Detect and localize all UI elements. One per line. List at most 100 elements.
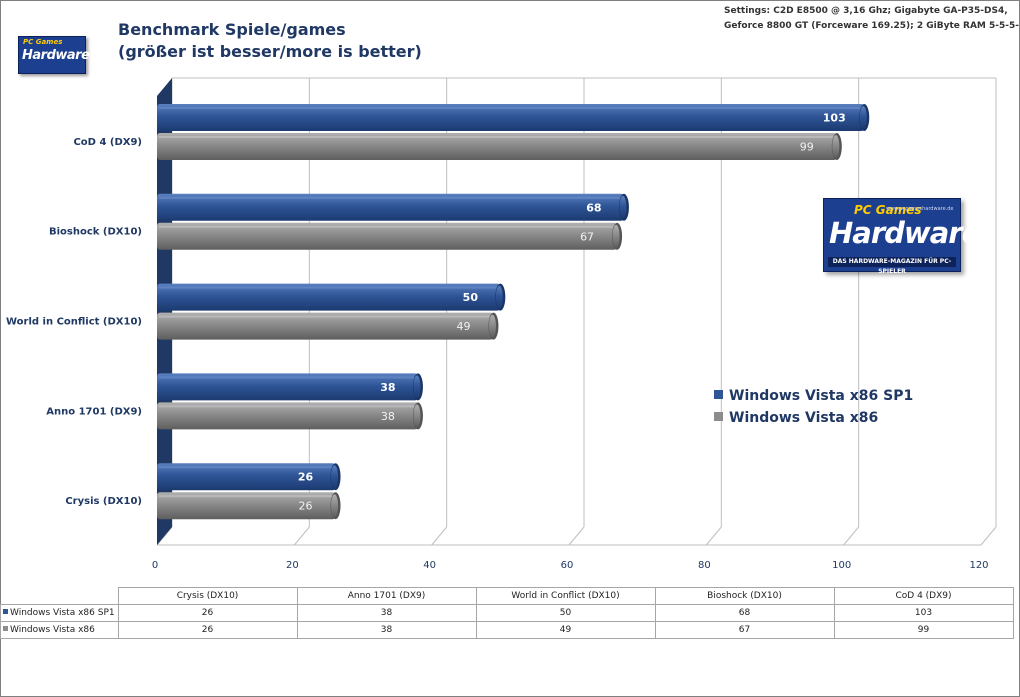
table-header-cell: Anno 1701 (DX9) bbox=[296, 587, 477, 605]
table-cell: 49 bbox=[475, 621, 656, 639]
y-category-label: CoD 4 (DX9) bbox=[73, 137, 142, 148]
logo-large-url: www.pcgameshardware.de bbox=[886, 206, 954, 212]
table-corner bbox=[0, 587, 119, 605]
bar-highlight-series-1 bbox=[159, 466, 332, 469]
pcgh-logo-large: PC Games www.pcgameshardware.de Hardware… bbox=[823, 198, 981, 275]
settings-line-2: Geforce 8800 GT (Forceware 169.25); 2 Gi… bbox=[724, 21, 1020, 31]
table-swatch-series-1 bbox=[3, 609, 8, 614]
bar-series-2 bbox=[157, 222, 618, 250]
logo-large-pcgames: PC Games bbox=[854, 203, 922, 217]
table-cell: 50 bbox=[475, 604, 656, 622]
x-tick-label: 100 bbox=[832, 560, 851, 571]
table-row-label-text: Windows Vista x86 SP1 bbox=[10, 608, 115, 618]
gridline-floor bbox=[980, 526, 997, 546]
legend-item-series-2: Windows Vista x86 bbox=[714, 410, 878, 426]
bar-series-2 bbox=[157, 312, 494, 340]
bar-highlight-series-2 bbox=[159, 315, 490, 318]
settings-line-1: Settings: C2D E8500 @ 3,16 Ghz; Gigabyte… bbox=[724, 6, 1008, 16]
bar-cap-face-series-1 bbox=[495, 285, 503, 309]
table-cell: 68 bbox=[654, 604, 835, 622]
legend-swatch-series-2 bbox=[714, 412, 723, 421]
y-category-label: World in Conflict (DX10) bbox=[6, 317, 142, 328]
gridline-floor bbox=[705, 526, 722, 546]
table-row-label: Windows Vista x86 SP1 bbox=[0, 604, 119, 622]
bar-series-1 bbox=[157, 193, 624, 221]
bar-cap-face-series-1 bbox=[413, 375, 421, 399]
table-row: Windows Vista x86 26 38 49 67 99 bbox=[0, 621, 1014, 639]
bar-cap-face-series-2 bbox=[612, 224, 620, 248]
table-row-label: Windows Vista x86 bbox=[0, 621, 119, 639]
x-tick-label: 20 bbox=[286, 560, 299, 571]
table-cell: 26 bbox=[117, 604, 298, 622]
chart-subtitle: (größer ist besser/more is better) bbox=[118, 42, 422, 61]
bar-cap-face-series-1 bbox=[859, 106, 867, 129]
bar-value-label: 49 bbox=[456, 320, 470, 333]
table-header-cell: World in Conflict (DX10) bbox=[475, 587, 656, 605]
bar-value-label: 50 bbox=[463, 291, 479, 304]
bar-cap-face-series-2 bbox=[413, 404, 421, 428]
bar-value-label: 68 bbox=[586, 201, 601, 214]
legend-label-series-2: Windows Vista x86 bbox=[729, 410, 879, 426]
x-tick-label: 80 bbox=[698, 560, 711, 571]
x-tick-label: 120 bbox=[969, 560, 988, 571]
bar-value-label: 103 bbox=[823, 112, 846, 125]
x-tick-label: 0 bbox=[152, 560, 158, 571]
table-cell: 38 bbox=[296, 604, 477, 622]
table-header-cell: Crysis (DX10) bbox=[117, 587, 298, 605]
bar-value-label: 26 bbox=[299, 500, 313, 513]
bar-series-2 bbox=[157, 492, 336, 520]
legend-item-series-1: Windows Vista x86 SP1 bbox=[714, 388, 913, 404]
table-cell: 99 bbox=[833, 621, 1014, 639]
bar-value-label: 38 bbox=[380, 381, 395, 394]
table-header-cell: Bioshock (DX10) bbox=[654, 587, 835, 605]
table-row-label-text: Windows Vista x86 bbox=[10, 625, 95, 635]
gridline-floor bbox=[568, 526, 585, 546]
table-swatch-series-2 bbox=[3, 626, 8, 631]
chart-title: Benchmark Spiele/games bbox=[118, 20, 346, 39]
bar-value-label: 38 bbox=[381, 410, 395, 423]
bar-cap-face-series-2 bbox=[832, 135, 840, 158]
bar-value-label: 99 bbox=[800, 141, 814, 154]
bar-series-1 bbox=[157, 104, 865, 131]
legend-swatch-series-1 bbox=[714, 390, 723, 399]
table-cell: 26 bbox=[117, 621, 298, 639]
bar-chart: 0 20 40 60 80 100 120 CoD 4 (DX9) 103 99 Bioshock … bbox=[6, 77, 997, 571]
bar-highlight-series-2 bbox=[159, 405, 414, 408]
table-row: Windows Vista x86 SP1 26 38 50 68 103 bbox=[0, 604, 1014, 622]
logo-small-pcgames: PC Games bbox=[23, 38, 63, 46]
pcgh-logo-small: PC Games Hardware bbox=[18, 36, 90, 74]
data-table: Crysis (DX10) Anno 1701 (DX9) World in C… bbox=[0, 587, 1014, 639]
bar-value-label: 26 bbox=[298, 471, 314, 484]
bar-highlight-series-1 bbox=[159, 286, 497, 289]
logo-small-text: Hardware bbox=[22, 48, 90, 63]
table-cell: 38 bbox=[296, 621, 477, 639]
bar-series-1 bbox=[157, 373, 418, 401]
bar-cap-face-series-2 bbox=[331, 494, 339, 518]
bar-value-label: 67 bbox=[580, 230, 594, 243]
bar-cap-face-series-1 bbox=[619, 195, 627, 219]
bar-series-2 bbox=[157, 402, 418, 430]
gridline-floor bbox=[431, 526, 448, 546]
table-header-row: Crysis (DX10) Anno 1701 (DX9) World in C… bbox=[0, 587, 1014, 605]
y-category-label: Anno 1701 (DX9) bbox=[46, 406, 142, 417]
logo-large-tagline: DAS HARDWARE-MAGAZIN FÜR PC-SPIELER bbox=[828, 257, 956, 275]
table-cell: 67 bbox=[654, 621, 835, 639]
bar-series-1 bbox=[157, 283, 501, 311]
bar-highlight-series-1 bbox=[159, 107, 861, 109]
logo-large-text: Hardware bbox=[829, 216, 981, 250]
bar-series-1 bbox=[157, 463, 336, 491]
table-header-cell: CoD 4 (DX9) bbox=[833, 587, 1014, 605]
x-tick-label: 40 bbox=[423, 560, 436, 571]
bar-cap-face-series-2 bbox=[488, 314, 496, 338]
gridline-floor bbox=[293, 526, 310, 546]
bar-highlight-series-2 bbox=[159, 495, 332, 498]
gridline-floor bbox=[843, 526, 860, 546]
bar-highlight-series-1 bbox=[159, 376, 414, 379]
table-cell: 103 bbox=[833, 604, 1014, 622]
bar-cap-face-series-1 bbox=[331, 465, 339, 489]
legend-label-series-1: Windows Vista x86 SP1 bbox=[729, 388, 914, 404]
y-category-label: Crysis (DX10) bbox=[65, 496, 142, 507]
bar-highlight-series-1 bbox=[159, 196, 620, 199]
bar-highlight-series-2 bbox=[159, 136, 833, 138]
bar-series-2 bbox=[157, 133, 837, 160]
